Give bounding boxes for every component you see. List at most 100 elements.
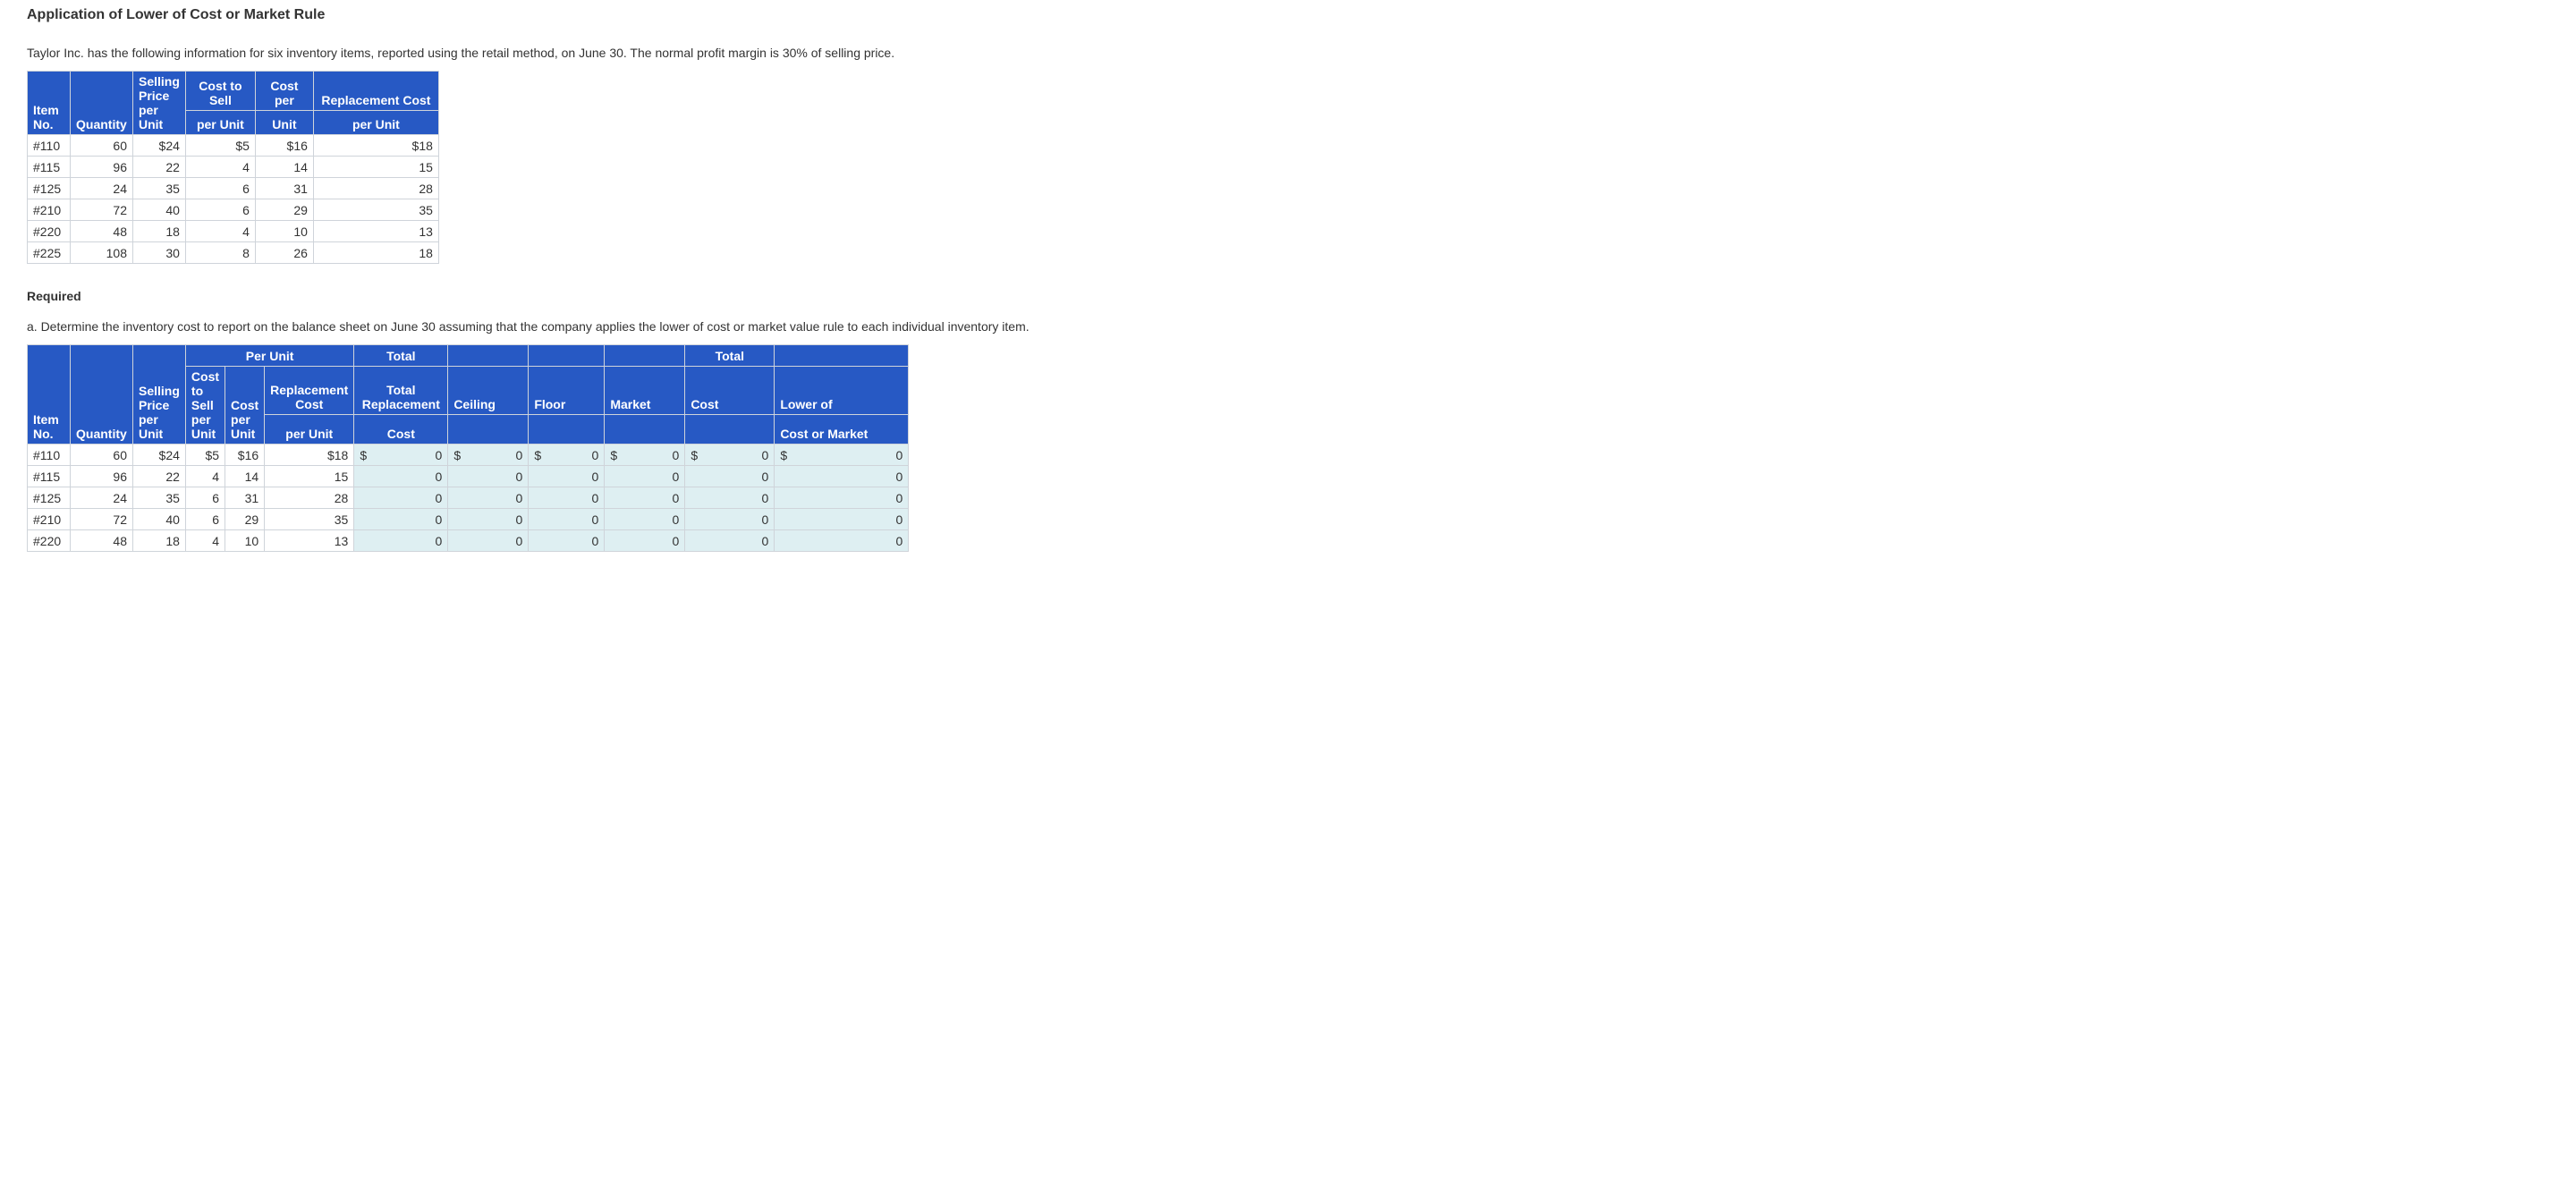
input-total-replacement-cost[interactable]: 0 bbox=[354, 530, 448, 552]
cell-quantity: 96 bbox=[71, 157, 133, 178]
th2-floor: Floor bbox=[529, 367, 605, 415]
cell-cost-per-unit: 14 bbox=[255, 157, 313, 178]
cell-cost-per-unit: 31 bbox=[255, 178, 313, 199]
th-cost-per: Cost per bbox=[255, 72, 313, 111]
th2-cost: Cost bbox=[685, 367, 775, 415]
input-ceiling[interactable]: 0 bbox=[448, 509, 529, 530]
th-per-unit-b: per Unit bbox=[313, 110, 438, 134]
cell-value: 0 bbox=[436, 470, 443, 484]
cell-selling-price: 18 bbox=[133, 221, 186, 242]
cell-item: #125 bbox=[28, 487, 71, 509]
input-lower-of-cost-or-market[interactable]: 0 bbox=[775, 487, 909, 509]
cell-cost-per-unit: 10 bbox=[225, 530, 265, 552]
cell-cost-per-unit: 26 bbox=[255, 242, 313, 264]
cell-quantity: 108 bbox=[71, 242, 133, 264]
th2-market: Market bbox=[605, 367, 685, 415]
cell-value: 0 bbox=[673, 512, 680, 527]
cell-value: 0 bbox=[516, 534, 523, 548]
th2-per-unit-group: Per Unit bbox=[185, 345, 353, 367]
input-ceiling[interactable]: 0 bbox=[448, 530, 529, 552]
th2-total-a: Total bbox=[354, 345, 448, 367]
input-lower-of-cost-or-market[interactable]: 0 bbox=[775, 509, 909, 530]
th2-lower-of: Lower of bbox=[775, 367, 909, 415]
input-floor[interactable]: 0 bbox=[529, 530, 605, 552]
th2-cost-to-sell: Cost to Sell per Unit bbox=[185, 367, 225, 445]
th-replacement-cost: Replacement Cost bbox=[313, 72, 438, 111]
table-row: #125243563128000000 bbox=[28, 487, 909, 509]
input-floor[interactable]: 0 bbox=[529, 466, 605, 487]
table-row: #115962241415 bbox=[28, 157, 439, 178]
cell-replacement-cost: 13 bbox=[265, 530, 354, 552]
th2-b7 bbox=[605, 414, 685, 444]
cell-cost-to-sell: 4 bbox=[185, 221, 255, 242]
input-total-replacement-cost[interactable]: 0 bbox=[354, 466, 448, 487]
th-per-unit-a: per Unit bbox=[185, 110, 255, 134]
cell-cost-per-unit: 29 bbox=[255, 199, 313, 221]
input-lower-of-cost-or-market[interactable]: 0 bbox=[775, 466, 909, 487]
cell-cost-per-unit: 10 bbox=[255, 221, 313, 242]
cell-cost-to-sell: 4 bbox=[185, 530, 225, 552]
input-cost[interactable]: 0 bbox=[685, 487, 775, 509]
cell-value: 0 bbox=[896, 470, 903, 484]
input-floor[interactable]: 0 bbox=[529, 509, 605, 530]
cell-cost-to-sell: 6 bbox=[185, 487, 225, 509]
cell-selling-price: 30 bbox=[133, 242, 186, 264]
input-market[interactable]: 0 bbox=[605, 509, 685, 530]
input-floor[interactable]: 0 bbox=[529, 487, 605, 509]
cell-value: 0 bbox=[673, 470, 680, 484]
lcm-worksheet-table: Item No. Quantity Selling Price per Unit… bbox=[27, 344, 909, 552]
input-market[interactable]: 0 bbox=[605, 487, 685, 509]
cell-cost-to-sell: 6 bbox=[185, 178, 255, 199]
input-ceiling[interactable]: $0 bbox=[448, 445, 529, 466]
input-ceiling[interactable]: 0 bbox=[448, 487, 529, 509]
cell-value: 0 bbox=[762, 491, 769, 505]
input-cost[interactable]: 0 bbox=[685, 530, 775, 552]
cell-value: 0 bbox=[896, 491, 903, 505]
dollar-prefix: $ bbox=[453, 448, 461, 462]
table-row: #210724062935 bbox=[28, 199, 439, 221]
cell-quantity: 72 bbox=[71, 199, 133, 221]
table-row: #220481841013000000 bbox=[28, 530, 909, 552]
input-lower-of-cost-or-market[interactable]: 0 bbox=[775, 530, 909, 552]
input-market[interactable]: $0 bbox=[605, 445, 685, 466]
input-ceiling[interactable]: 0 bbox=[448, 466, 529, 487]
th2-cost-or-market: Cost or Market bbox=[775, 414, 909, 444]
cell-value: 0 bbox=[592, 512, 599, 527]
input-floor[interactable]: $0 bbox=[529, 445, 605, 466]
cell-value: 0 bbox=[673, 491, 680, 505]
cell-value: 0 bbox=[762, 470, 769, 484]
input-cost[interactable]: $0 bbox=[685, 445, 775, 466]
cell-quantity: 48 bbox=[71, 221, 133, 242]
input-cost[interactable]: 0 bbox=[685, 466, 775, 487]
input-market[interactable]: 0 bbox=[605, 466, 685, 487]
table-row: #2251083082618 bbox=[28, 242, 439, 264]
dollar-prefix: $ bbox=[534, 448, 541, 462]
cell-quantity: 24 bbox=[71, 487, 133, 509]
input-total-replacement-cost[interactable]: $0 bbox=[354, 445, 448, 466]
table-row: #11060$24$5$16$18 bbox=[28, 135, 439, 157]
cell-replacement-cost: 28 bbox=[313, 178, 438, 199]
cell-item: #125 bbox=[28, 178, 71, 199]
cell-value: 0 bbox=[516, 491, 523, 505]
input-total-replacement-cost[interactable]: 0 bbox=[354, 509, 448, 530]
table-row: #115962241415000000 bbox=[28, 466, 909, 487]
cell-cost-to-sell: $5 bbox=[185, 135, 255, 157]
cell-quantity: 72 bbox=[71, 509, 133, 530]
input-cost[interactable]: 0 bbox=[685, 509, 775, 530]
cell-selling-price: 22 bbox=[133, 157, 186, 178]
th-selling-price: Selling Price per Unit bbox=[133, 72, 186, 135]
inventory-input-table: Item No. Quantity Selling Price per Unit… bbox=[27, 71, 439, 264]
input-market[interactable]: 0 bbox=[605, 530, 685, 552]
input-total-replacement-cost[interactable]: 0 bbox=[354, 487, 448, 509]
input-lower-of-cost-or-market[interactable]: $0 bbox=[775, 445, 909, 466]
cell-value: 0 bbox=[896, 512, 903, 527]
cell-item: #210 bbox=[28, 199, 71, 221]
cell-value: 0 bbox=[592, 534, 599, 548]
cell-selling-price: 40 bbox=[133, 509, 186, 530]
cell-value: 0 bbox=[762, 448, 769, 462]
th-item-no: Item No. bbox=[28, 72, 71, 135]
cell-cost-to-sell: 6 bbox=[185, 199, 255, 221]
cell-cost-per-unit: 14 bbox=[225, 466, 265, 487]
page-title: Application of Lower of Cost or Market R… bbox=[27, 7, 2549, 23]
cell-replacement-cost: 28 bbox=[265, 487, 354, 509]
